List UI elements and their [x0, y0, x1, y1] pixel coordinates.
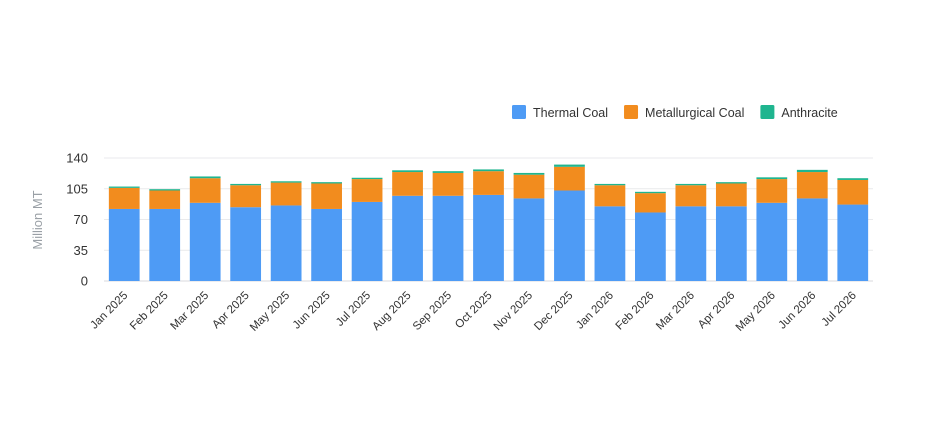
- x-tick-label: May 2025: [248, 290, 292, 334]
- bar-segment-metallurgical-coal: [270, 182, 302, 206]
- bar-segment-thermal-coal: [594, 206, 626, 281]
- bar-segment-metallurgical-coal: [837, 179, 869, 205]
- legend-item[interactable]: Metallurgical Coal: [624, 105, 744, 120]
- x-tick-label: Jun 2025: [291, 290, 333, 332]
- bar-segment-thermal-coal: [311, 208, 342, 281]
- bar-segment-thermal-coal: [108, 208, 140, 281]
- x-tick-label: Feb 2025: [128, 290, 171, 333]
- bars: [108, 164, 869, 281]
- bar-segment-anthracite: [392, 170, 423, 173]
- bar-segment-thermal-coal: [230, 207, 262, 281]
- x-tick-label: Nov 2025: [492, 290, 535, 333]
- y-axis-label: Million MT: [30, 190, 45, 249]
- y-tick-label: 70: [74, 212, 88, 227]
- bar-segment-thermal-coal: [513, 198, 545, 281]
- bar-segment-metallurgical-coal: [108, 187, 140, 209]
- bar-segment-anthracite: [189, 176, 221, 179]
- x-tick-label: Aug 2025: [370, 290, 413, 333]
- bar-segment-metallurgical-coal: [392, 172, 423, 196]
- bar-segment-thermal-coal: [837, 204, 869, 281]
- bar-segment-anthracite: [594, 183, 626, 186]
- bar-segment-anthracite: [270, 181, 302, 183]
- legend-label: Thermal Coal: [533, 106, 608, 120]
- y-tick-label: 0: [81, 274, 88, 289]
- bar-segment-thermal-coal: [796, 198, 828, 281]
- bar-segment-metallurgical-coal: [715, 183, 747, 207]
- bar-segment-metallurgical-coal: [473, 171, 504, 195]
- x-tick-label: Jan 2025: [88, 290, 130, 332]
- x-tick-label: Apr 2026: [696, 290, 737, 331]
- bar-segment-metallurgical-coal: [513, 174, 545, 199]
- bar-segment-thermal-coal: [351, 201, 383, 281]
- bar-segment-thermal-coal: [473, 194, 504, 281]
- bar-segment-metallurgical-coal: [796, 172, 828, 199]
- bar-segment-metallurgical-coal: [635, 193, 666, 213]
- bar-segment-thermal-coal: [675, 206, 707, 281]
- x-tick-label: Jul 2025: [334, 290, 373, 329]
- bar-segment-thermal-coal: [635, 212, 666, 281]
- bar-segment-anthracite: [311, 182, 342, 184]
- bar-segment-thermal-coal: [554, 190, 585, 281]
- bar-segment-metallurgical-coal: [554, 166, 585, 191]
- bar-segment-thermal-coal: [392, 195, 423, 281]
- bar-segment-anthracite: [230, 183, 262, 186]
- bar-segment-thermal-coal: [149, 208, 181, 281]
- bar-segment-anthracite: [837, 178, 869, 180]
- bar-segment-anthracite: [149, 189, 181, 191]
- legend-item[interactable]: Anthracite: [760, 105, 838, 120]
- bar-segment-thermal-coal: [715, 206, 747, 281]
- bar-segment-anthracite: [473, 169, 504, 172]
- legend-swatch: [760, 105, 775, 119]
- bar-segment-metallurgical-coal: [675, 185, 707, 207]
- y-tick-label: 35: [74, 243, 88, 258]
- bar-segment-metallurgical-coal: [594, 185, 626, 207]
- bar-segment-metallurgical-coal: [230, 185, 262, 208]
- x-tick-label: Oct 2025: [453, 290, 494, 331]
- bar-segment-metallurgical-coal: [149, 190, 181, 209]
- bar-segment-metallurgical-coal: [189, 178, 221, 203]
- bar-segment-metallurgical-coal: [311, 183, 342, 209]
- legend: Thermal Coal Metallurgical Coal Anthracite: [512, 105, 838, 120]
- bar-segment-anthracite: [635, 191, 666, 194]
- bar-segment-anthracite: [513, 172, 545, 175]
- x-tick-label: Dec 2025: [532, 290, 575, 333]
- bar-segment-anthracite: [108, 186, 140, 188]
- bar-segment-thermal-coal: [189, 202, 221, 281]
- legend-label: Anthracite: [781, 106, 837, 120]
- x-tick-label: Mar 2026: [654, 290, 697, 333]
- x-tick-label: May 2026: [734, 290, 778, 334]
- y-tick-label: 105: [66, 181, 88, 196]
- bar-segment-anthracite: [796, 169, 828, 173]
- y-tick-label: 140: [66, 151, 88, 166]
- bar-segment-metallurgical-coal: [351, 179, 383, 202]
- bar-segment-thermal-coal: [270, 205, 302, 281]
- bar-segment-metallurgical-coal: [432, 172, 464, 196]
- bar-segment-anthracite: [432, 171, 464, 173]
- x-tick-label: Jul 2026: [820, 290, 859, 329]
- legend-item[interactable]: Thermal Coal: [512, 105, 608, 120]
- bar-segment-thermal-coal: [756, 202, 788, 281]
- x-tick-label: Apr 2025: [210, 290, 251, 331]
- y-axis-ticks: 0 35 70 105 140: [66, 151, 88, 289]
- x-tick-label: Feb 2026: [614, 290, 657, 333]
- x-tick-label: Jan 2026: [574, 290, 616, 332]
- x-tick-label: Sep 2025: [411, 290, 454, 333]
- bar-segment-anthracite: [756, 177, 788, 180]
- bar-segment-thermal-coal: [432, 195, 464, 281]
- bar-segment-metallurgical-coal: [756, 179, 788, 203]
- bar-segment-anthracite: [351, 177, 383, 180]
- x-tick-label: Jun 2026: [776, 290, 818, 332]
- bar-segment-anthracite: [554, 164, 585, 167]
- bar-segment-anthracite: [675, 183, 707, 186]
- legend-swatch: [624, 105, 639, 119]
- bar-segment-anthracite: [715, 182, 747, 184]
- legend-swatch: [512, 105, 526, 119]
- x-tick-label: Mar 2025: [168, 290, 211, 333]
- legend-label: Metallurgical Coal: [645, 106, 744, 120]
